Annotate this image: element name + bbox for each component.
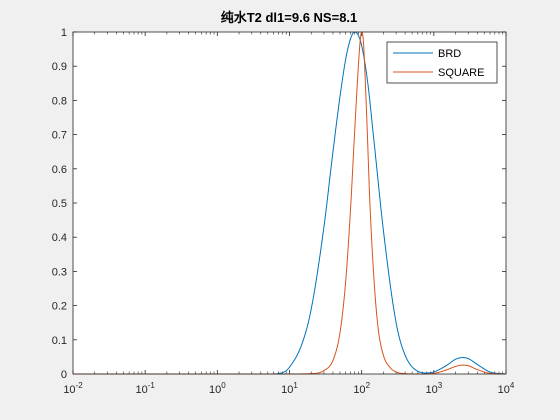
axes: 0 0.1 0.2 0.3 0.4 0.5 0.6 0.7 0.8 0.9 1 10-2 10-1 100…: [52, 27, 515, 396]
x-tick-label: 101: [281, 381, 298, 396]
plot-frame: [72, 31, 507, 375]
chart-title: 纯水T2 dl1=9.6 NS=8.1: [221, 10, 358, 25]
x-tick-label: 10-1: [135, 381, 155, 396]
y-tick-label: 0.8: [52, 95, 67, 107]
y-tick-label: 0.4: [52, 232, 67, 244]
x-tick-label: 100: [209, 381, 226, 396]
x-tick-label: 10-2: [63, 381, 83, 396]
x-tick-label: 103: [425, 381, 442, 396]
y-tick-label: 0.2: [52, 301, 67, 313]
series-layer: [73, 31, 507, 375]
series-line-square: [73, 31, 507, 375]
y-tick-label: 0.1: [52, 335, 67, 347]
y-tick-label: 0.3: [52, 266, 67, 278]
y-tick-label: 1: [61, 27, 67, 39]
y-tick-label: 0: [61, 369, 67, 381]
legend: BRD SQUARE: [386, 41, 498, 84]
legend-box: [386, 41, 498, 84]
legend-label-brd: BRD: [438, 48, 461, 60]
x-tick-label: 104: [498, 381, 515, 396]
y-tick-label: 0.6: [52, 164, 67, 176]
plot-area: [73, 32, 506, 374]
legend-label-square: SQUARE: [438, 67, 484, 79]
y-tick-label: 0.5: [52, 198, 67, 210]
y-tick-label: 0.7: [52, 130, 67, 142]
y-tick-label: 0.9: [52, 61, 67, 73]
x-tick-label: 102: [353, 381, 370, 396]
